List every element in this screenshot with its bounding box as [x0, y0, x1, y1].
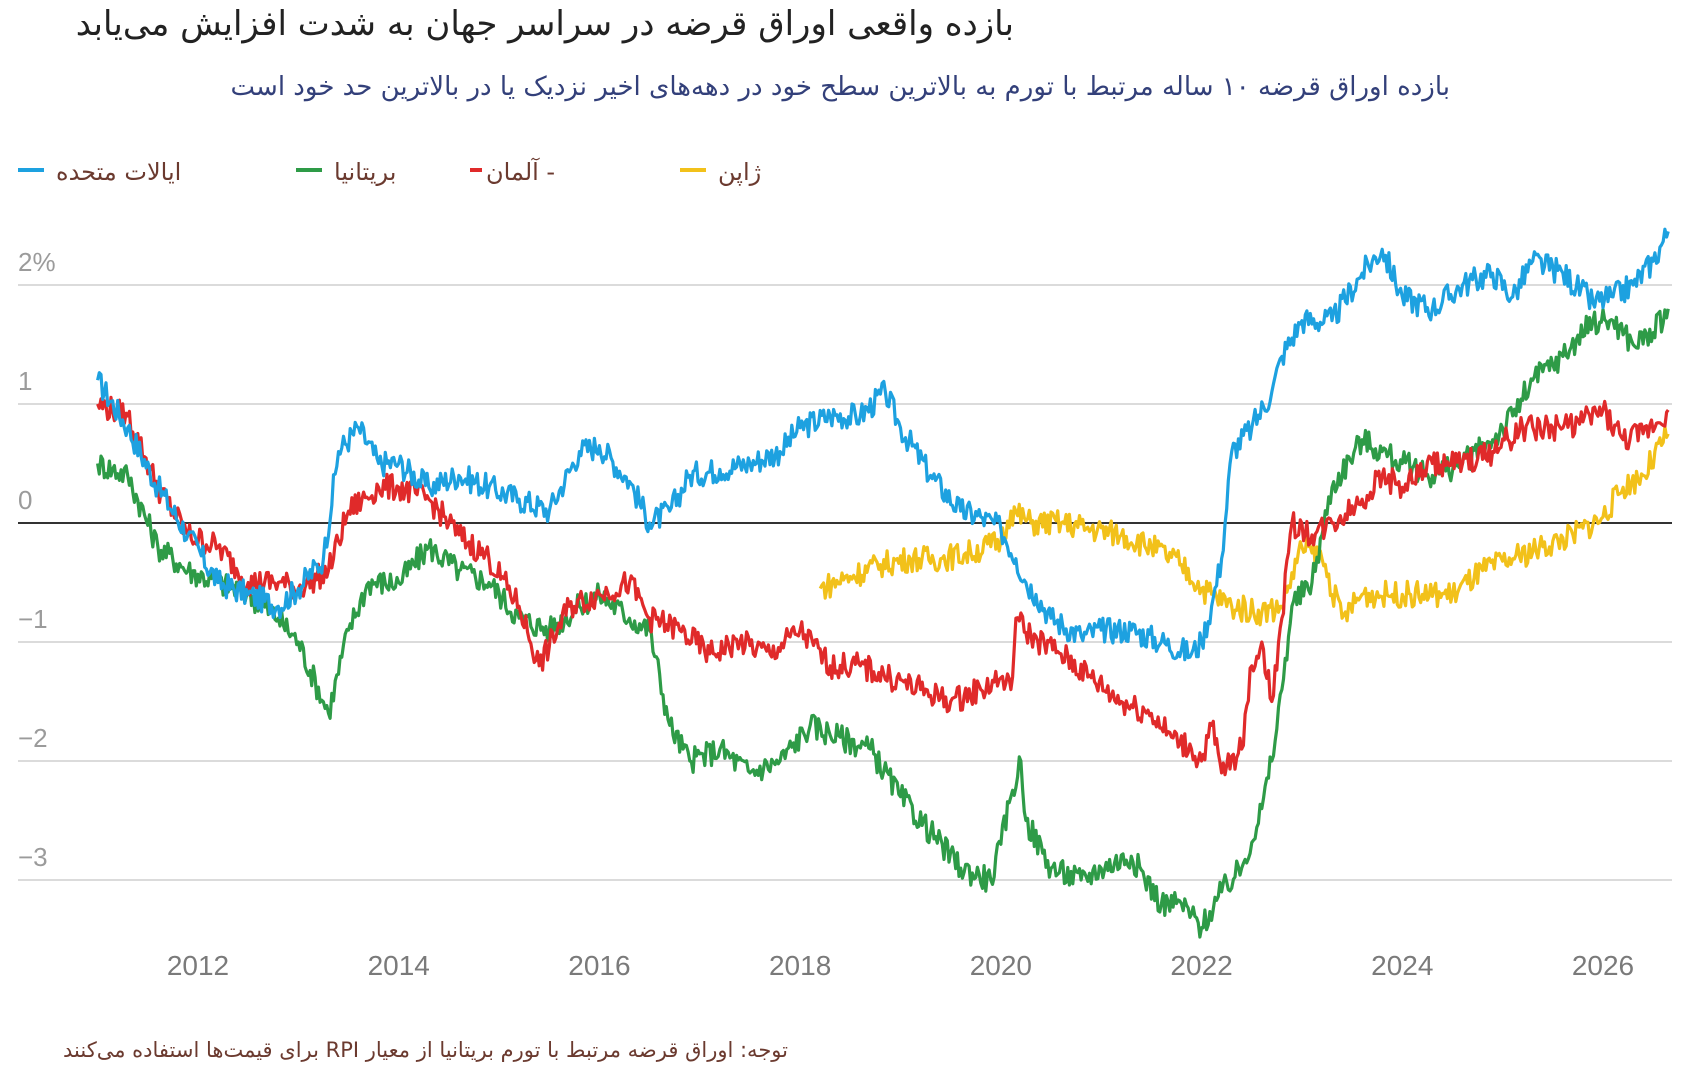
y-tick-label: 0	[18, 485, 32, 515]
y-tick-label: 1	[18, 366, 32, 396]
chart-subtitle: بازده اوراق قرضه ۱۰ ساله مرتبط با تورم ب…	[230, 72, 1451, 102]
legend-swatch-uk	[296, 168, 322, 172]
legend-label-japan: ژاپن	[718, 158, 762, 186]
y-axis-ticks: 2% 1 0 −1 −2 −3	[18, 247, 56, 872]
y-tick-label: −2	[18, 723, 48, 753]
legend-label-uk: بریتانیا	[334, 158, 397, 186]
legend-label-us: ایالات متحده	[56, 158, 182, 186]
x-tick-label: 2020	[970, 950, 1032, 981]
chart-note: توجه: اوراق قرضه مرتبط با تورم بریتانیا …	[63, 1038, 788, 1062]
x-tick-label: 2014	[368, 950, 430, 981]
series-line-3	[818, 425, 1670, 627]
y-tick-label: −1	[18, 604, 48, 634]
x-tick-label: 2026	[1572, 950, 1634, 981]
legend-swatch-japan	[680, 168, 706, 172]
series-line-0	[96, 227, 1670, 662]
y-tick-label: 2%	[18, 247, 56, 277]
y-tick-label: −3	[18, 842, 48, 872]
x-tick-label: 2022	[1170, 950, 1232, 981]
legend-label-germany: - آلمان	[486, 158, 556, 186]
x-tick-label: 2024	[1371, 950, 1433, 981]
legend-swatch-germany	[470, 168, 482, 172]
series-lines	[96, 227, 1670, 939]
series-line-1	[96, 307, 1670, 939]
series-line-2	[96, 395, 1670, 777]
x-tick-label: 2018	[769, 950, 831, 981]
legend-swatch-us	[18, 168, 44, 172]
x-axis-ticks: 2012 2014 2016 2018 2020 2022 2024 2026	[167, 950, 1634, 981]
x-tick-label: 2012	[167, 950, 229, 981]
x-tick-label: 2016	[568, 950, 630, 981]
chart-title: بازده واقعی اوراق قرضه در سراسر جهان به …	[75, 4, 1014, 44]
